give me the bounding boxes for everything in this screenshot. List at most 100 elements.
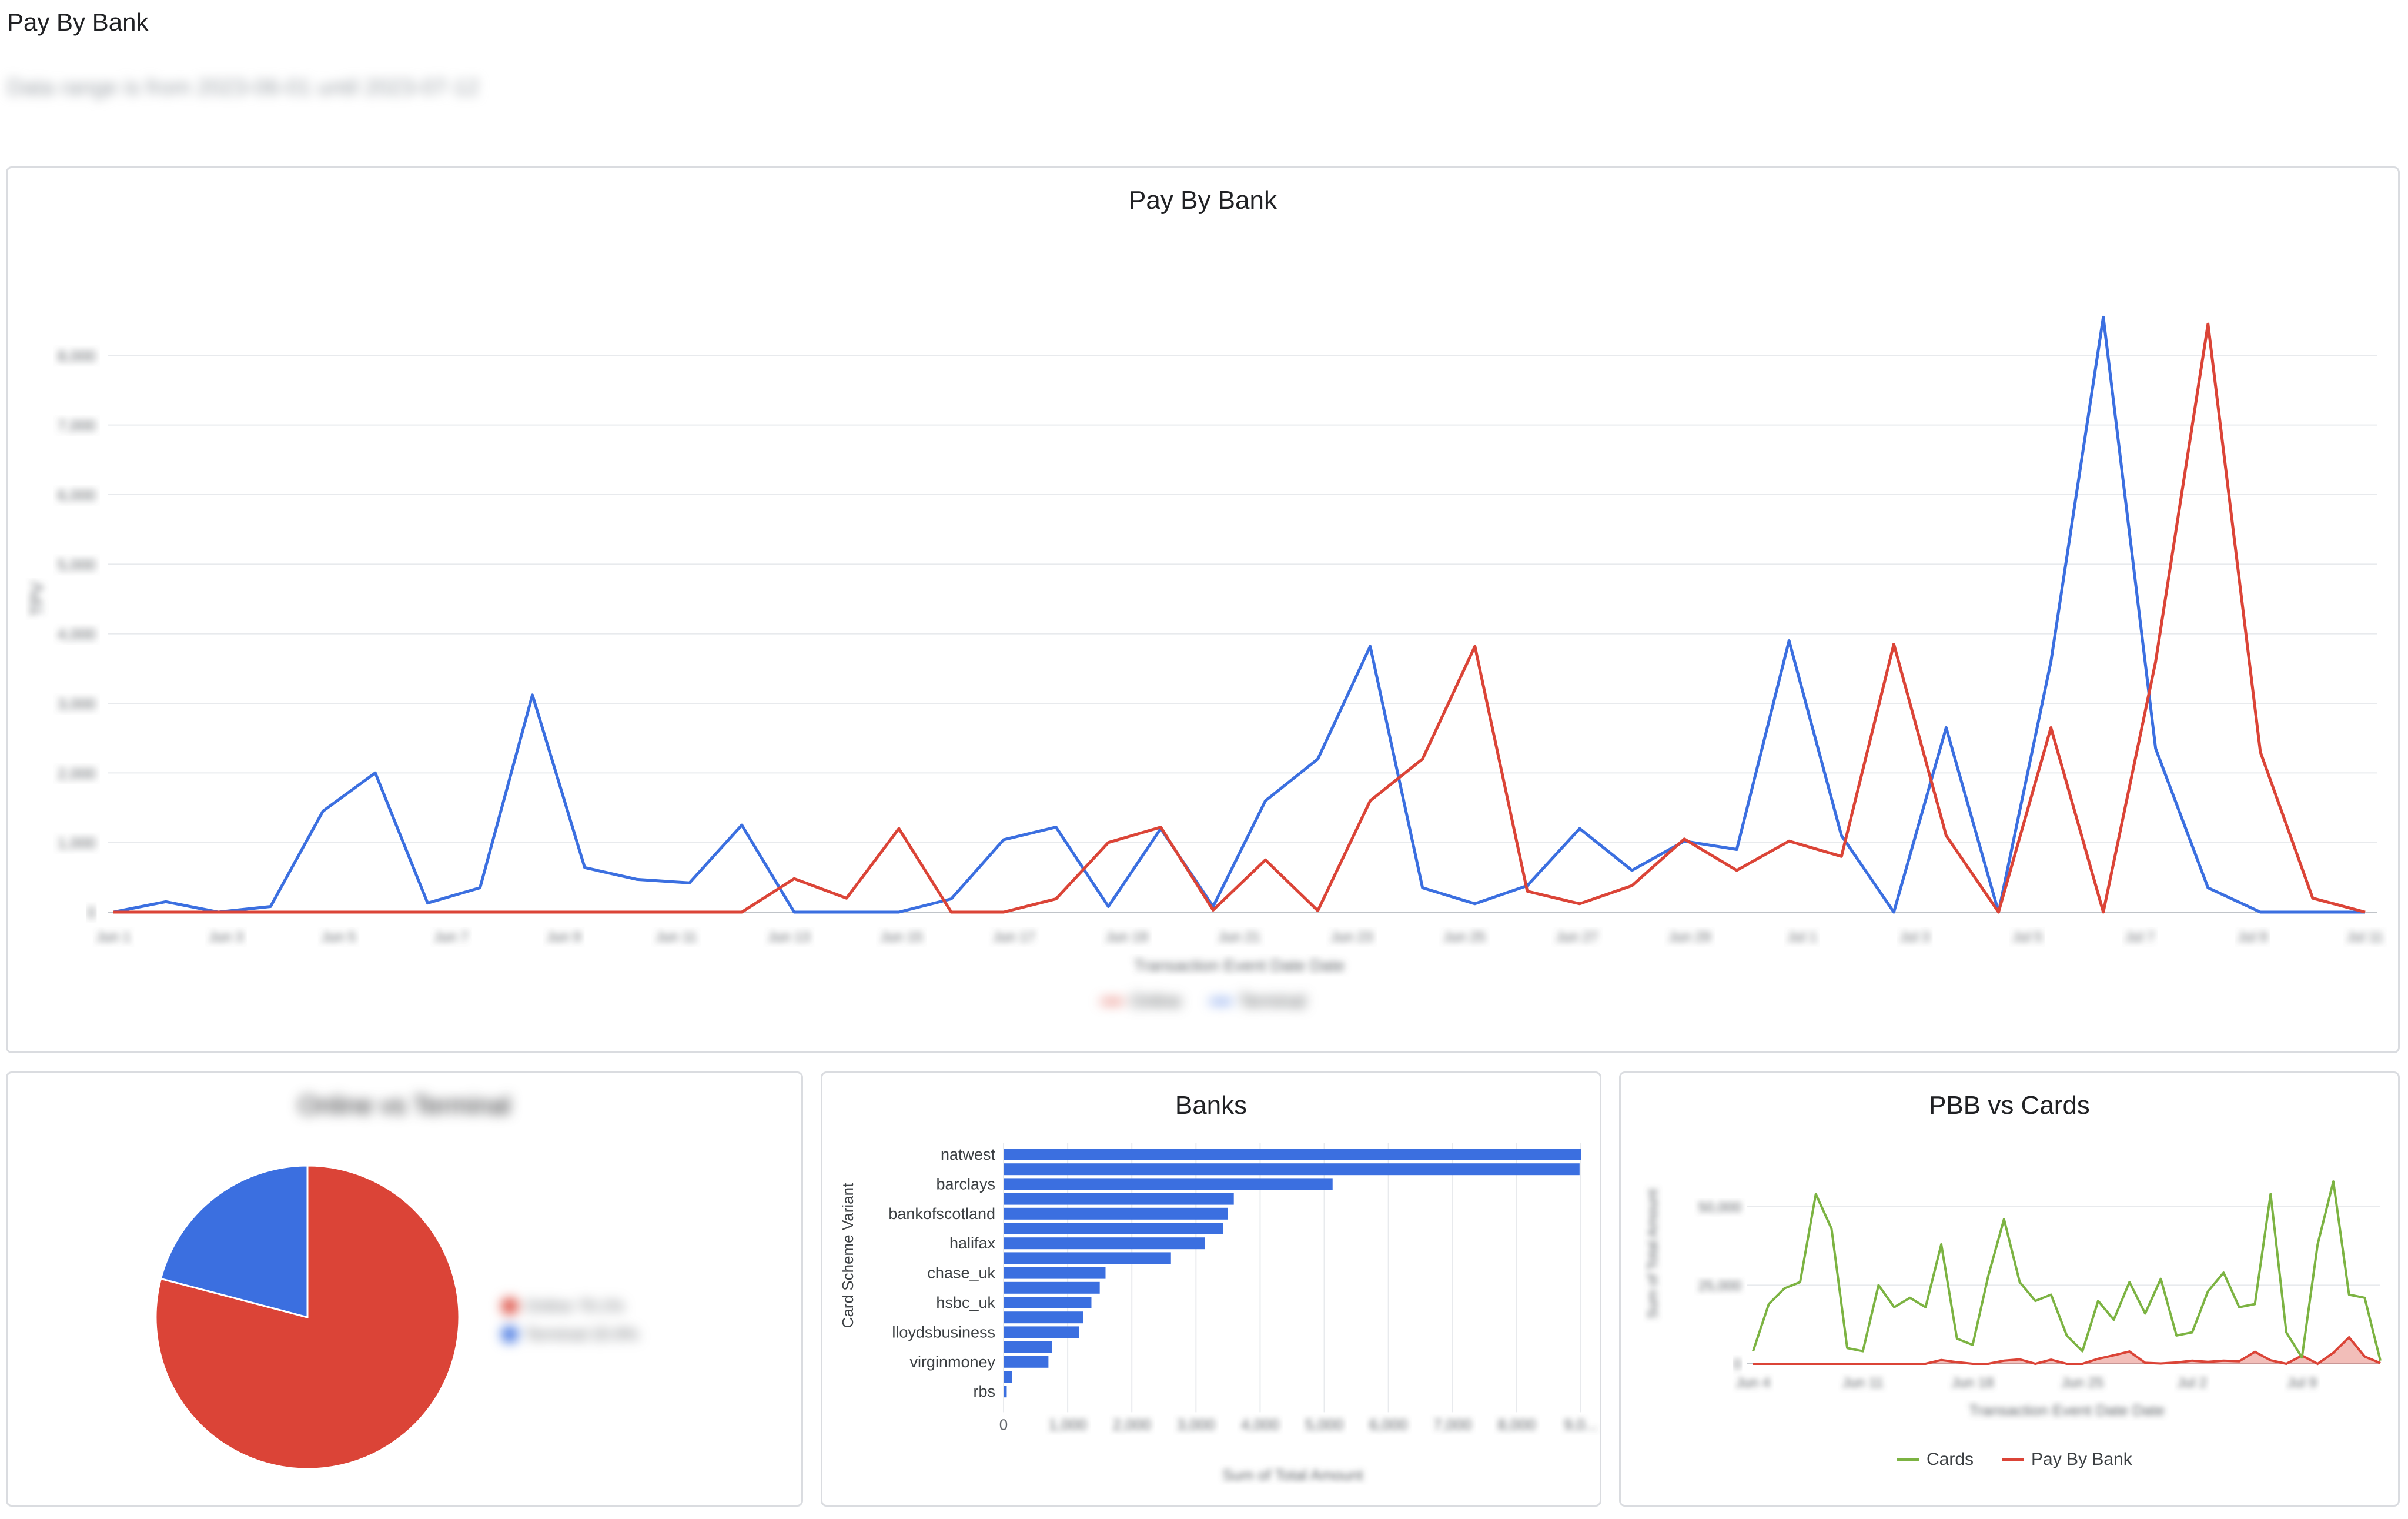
x-tick-label: Jun 27 [1556,929,1598,945]
pie-chart-card: Online vs Terminal Online 79.1% Terminal… [6,1071,803,1507]
x-tick-label: 9,0... [1564,1415,1598,1433]
legend-pbb-label: Pay By Bank [2031,1450,2132,1469]
legend-online-label: Online [1131,991,1182,1011]
bank-bar [1004,1237,1205,1250]
pie-legend-online: Online 79.1% [501,1297,638,1316]
y-axis-label: Sum of Total Amount [1645,1189,1661,1318]
x-tick-label: 1,000 [1049,1415,1087,1433]
x-tick-label: Jun 25 [1443,929,1486,945]
x-tick-label: Jun 23 [1330,929,1373,945]
x-axis-label: Sum of Total Amount [1222,1466,1363,1484]
y-tick-label: 0 [88,904,96,922]
x-tick-label: Jun 5 [322,929,356,945]
bank-category-label: bankofscotland [888,1205,995,1223]
main-chart-card: Pay By Bank 0 1,000 2,000 3,000 4,000 5,000 6,… [6,166,2400,1053]
legend-terminal-label: Terminal [1239,991,1306,1011]
x-tick-label: Jul 9 [2238,929,2267,945]
series-online-line [113,322,2366,914]
legend-pbb: Pay By Bank [2002,1450,2132,1470]
x-tick-label: Jun 21 [1218,929,1260,945]
bank-bar [1004,1252,1171,1264]
x-axis-label: Transaction Event Date Date [1134,956,1345,974]
y-axis-label: TPV [28,582,47,616]
x-tick-label: Jun 19 [1105,929,1148,945]
series-terminal-line [113,315,2365,914]
pie-legend: Online 79.1% Terminal 20.9% [501,1297,638,1344]
x-tick-label: 8,000 [1497,1415,1536,1433]
x-tick-label: Jun 11 [655,929,697,945]
bank-bar [1004,1311,1083,1324]
bank-bar [1004,1281,1100,1294]
pie-legend-terminal-swatch [501,1326,518,1343]
y-tick-label: 5,000 [58,556,96,573]
y-tick-label: 1,000 [58,834,96,852]
main-chart-title: Pay By Bank [1129,186,1277,215]
x-tick-label: Jun 1 [96,929,131,945]
bank-bar [1004,1149,1581,1160]
x-tick-label: 7,000 [1433,1415,1471,1433]
pbb-vs-cards-title: PBB vs Cards [1929,1091,2090,1120]
bank-bar [1004,1267,1106,1279]
bank-bar [1004,1223,1223,1234]
bank-category-label: virginmoney [909,1353,995,1371]
x-tick-label: Jun 15 [880,929,922,945]
bank-bar [1004,1207,1228,1220]
pie-chart-svg [155,1164,460,1470]
y-axis-label: Card Scheme Variant [839,1183,857,1328]
y-tick-label: 4,000 [58,626,96,643]
bank-bar [1004,1371,1012,1383]
x-tick-label: 0 [999,1415,1008,1433]
x-tick-label: Jun 7 [434,929,469,945]
bank-bar [1004,1297,1092,1308]
x-tick-label: Jun 11 [1842,1375,1884,1391]
page-title: Pay By Bank [7,8,149,36]
x-tick-label: Jul 3 [1900,929,1930,945]
pie-legend-online-swatch [501,1298,518,1314]
bank-category-label: rbs [973,1383,995,1400]
banks-chart-svg: 0 1,000 2,000 3,000 4,000 5,000 6,000 7,000 8,00… [839,1143,1598,1484]
x-tick-label: 3,000 [1177,1415,1215,1433]
x-tick-label: Jul 9 [2287,1375,2317,1391]
pbb-vs-cards-card: PBB vs Cards 0 25,000 50,000 Jun 4 Jun 11 Jun… [1619,1071,2400,1507]
x-tick-label: 2,000 [1113,1415,1151,1433]
y-tick-label: 7,000 [58,417,96,435]
x-tick-label: Jun 17 [993,929,1035,945]
series-cards-line [1752,1180,2382,1361]
legend-cards: Cards [1897,1450,1974,1470]
x-tick-label: Jun 25 [2061,1375,2103,1391]
x-tick-label: Jul 11 [2347,929,2383,945]
legend-online-swatch [1101,1000,1123,1003]
x-tick-label: Jun 18 [1951,1375,1994,1391]
page-subtitle: Data range is from 2023-06-01 until 2023… [7,75,479,100]
x-tick-label: Jul 2 [2178,1375,2208,1391]
pie-legend-terminal-label: Terminal 20.9% [525,1325,638,1343]
banks-chart-title: Banks [1175,1091,1248,1120]
x-tick-label: 4,000 [1241,1415,1279,1433]
legend-cards-label: Cards [1927,1450,1974,1469]
y-tick-label: 6,000 [58,486,96,504]
x-tick-label: Jun 13 [768,929,810,945]
bank-category-label: halifax [949,1234,996,1252]
pbb-vs-cards-legend: Cards Pay By Bank [1897,1450,2132,1470]
x-tick-label: Jul 7 [2125,929,2155,945]
legend-online: Online [1101,991,1182,1011]
bank-category-label: natwest [941,1146,996,1163]
y-tick-label: 0 [1734,1357,1741,1373]
x-tick-label: 6,000 [1369,1415,1407,1433]
y-tick-label: 3,000 [58,695,96,713]
bank-bar [1004,1326,1079,1338]
bank-category-label: hsbc_uk [936,1294,995,1311]
legend-pbb-swatch [2002,1458,2025,1461]
y-tick-label: 25,000 [1698,1278,1741,1294]
banks-chart-card: Banks 0 1,000 2,000 3,000 4,000 5,000 6,000 7,0… [821,1071,1601,1507]
bank-bar [1004,1341,1052,1353]
legend-cards-swatch [1897,1458,1919,1461]
x-axis-label: Transaction Event Date Date [1969,1401,2165,1419]
x-tick-label: 5,000 [1305,1415,1343,1433]
x-tick-label: Jun 3 [209,929,243,945]
main-chart-svg: 0 1,000 2,000 3,000 4,000 5,000 6,000 7,000 8,00… [28,315,2383,974]
bank-category-label: lloydsbusiness [892,1323,995,1341]
y-tick-label: 8,000 [58,347,96,365]
x-tick-label: Jun 29 [1668,929,1711,945]
x-tick-label: Jul 5 [2012,929,2042,945]
